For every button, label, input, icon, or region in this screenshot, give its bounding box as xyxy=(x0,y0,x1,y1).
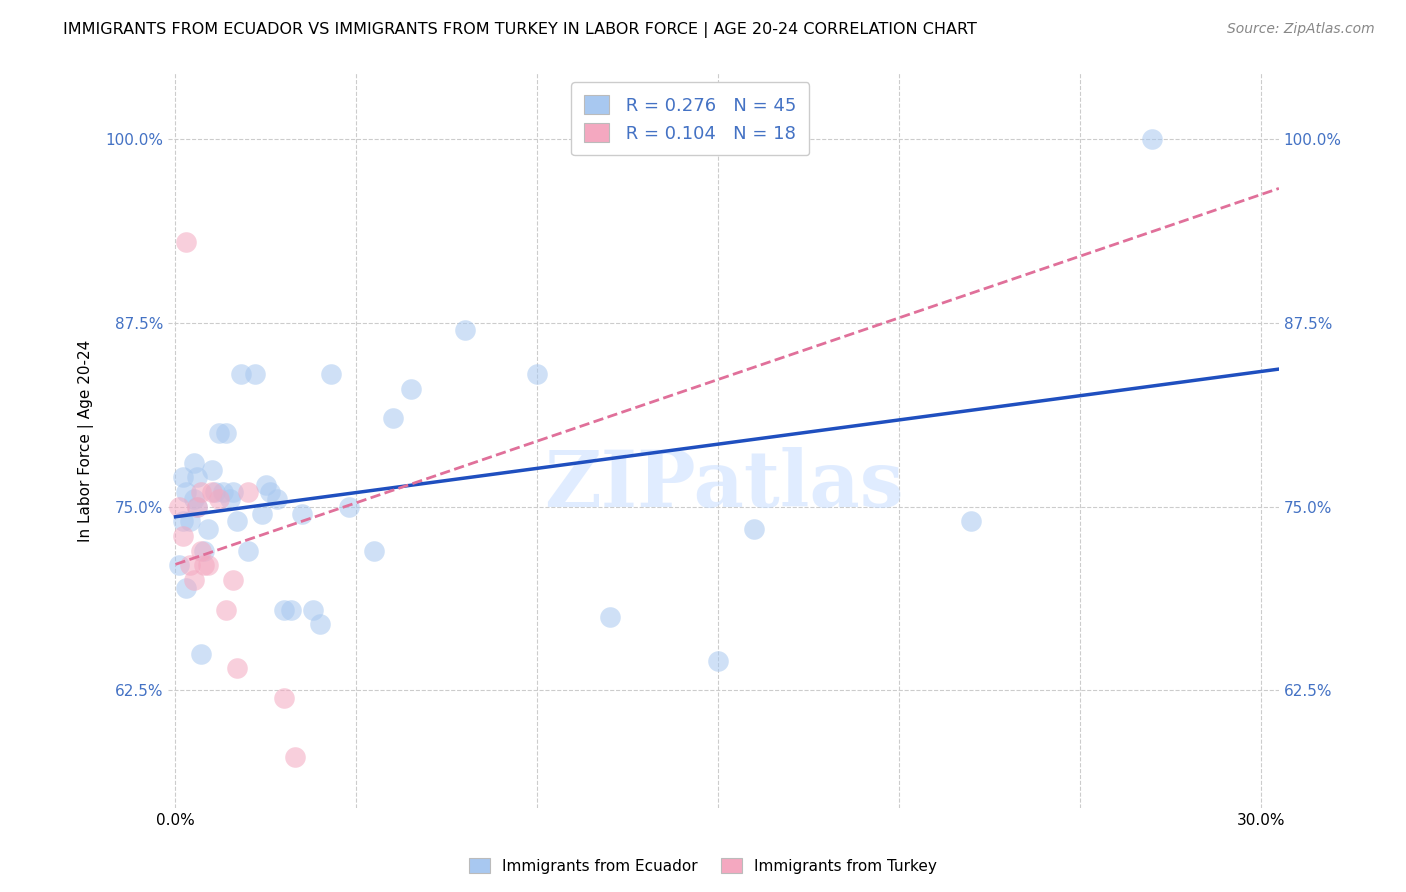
Point xyxy=(226,661,249,675)
Point xyxy=(273,690,295,705)
Point xyxy=(254,477,277,491)
Point xyxy=(167,500,190,514)
Point xyxy=(190,543,212,558)
Point xyxy=(211,485,233,500)
Point xyxy=(226,515,249,529)
Point xyxy=(167,558,190,573)
Point xyxy=(197,558,219,573)
Point xyxy=(243,368,266,382)
Point xyxy=(222,485,245,500)
Point xyxy=(208,426,231,441)
Point xyxy=(259,485,281,500)
Legend: Immigrants from Ecuador, Immigrants from Turkey: Immigrants from Ecuador, Immigrants from… xyxy=(463,852,943,880)
Point xyxy=(172,529,194,543)
Point xyxy=(183,456,205,470)
Point xyxy=(302,602,325,616)
Point xyxy=(201,463,224,477)
Point xyxy=(215,426,238,441)
Point xyxy=(186,500,208,514)
Point xyxy=(183,492,205,507)
Point xyxy=(201,485,224,500)
Point xyxy=(291,507,314,521)
Point xyxy=(215,602,238,616)
Point xyxy=(179,558,201,573)
Legend:  R = 0.276   N = 45,  R = 0.104   N = 18: R = 0.276 N = 45, R = 0.104 N = 18 xyxy=(571,82,808,155)
Text: ZIPatlas: ZIPatlas xyxy=(544,447,904,523)
Point xyxy=(179,515,201,529)
Point xyxy=(176,485,198,500)
Point xyxy=(599,610,621,624)
Point xyxy=(236,543,259,558)
Point xyxy=(284,749,307,764)
Point xyxy=(190,485,212,500)
Point xyxy=(319,368,342,382)
Point xyxy=(172,470,194,484)
Text: Source: ZipAtlas.com: Source: ZipAtlas.com xyxy=(1227,22,1375,37)
Point xyxy=(1142,132,1164,146)
Point xyxy=(526,368,548,382)
Point xyxy=(197,522,219,536)
Point xyxy=(280,602,302,616)
Point xyxy=(399,382,422,396)
Point xyxy=(186,470,208,484)
Point xyxy=(222,573,245,587)
Point xyxy=(744,522,766,536)
Point xyxy=(337,500,360,514)
Point xyxy=(266,492,288,507)
Text: IMMIGRANTS FROM ECUADOR VS IMMIGRANTS FROM TURKEY IN LABOR FORCE | AGE 20-24 COR: IMMIGRANTS FROM ECUADOR VS IMMIGRANTS FR… xyxy=(63,22,977,38)
Point xyxy=(229,368,252,382)
Point xyxy=(183,573,205,587)
Point xyxy=(218,492,240,507)
Point xyxy=(363,543,385,558)
Point xyxy=(236,485,259,500)
Point xyxy=(176,581,198,595)
Point xyxy=(193,558,215,573)
Point xyxy=(208,492,231,507)
Point xyxy=(204,485,226,500)
Point xyxy=(172,515,194,529)
Point xyxy=(960,515,983,529)
Point xyxy=(176,235,198,249)
Point xyxy=(193,543,215,558)
Point xyxy=(309,617,332,632)
Point xyxy=(273,602,295,616)
Point xyxy=(252,507,274,521)
Point xyxy=(190,647,212,661)
Point xyxy=(707,654,730,668)
Point xyxy=(454,323,477,337)
Y-axis label: In Labor Force | Age 20-24: In Labor Force | Age 20-24 xyxy=(79,339,94,541)
Point xyxy=(186,500,208,514)
Point xyxy=(381,411,404,425)
